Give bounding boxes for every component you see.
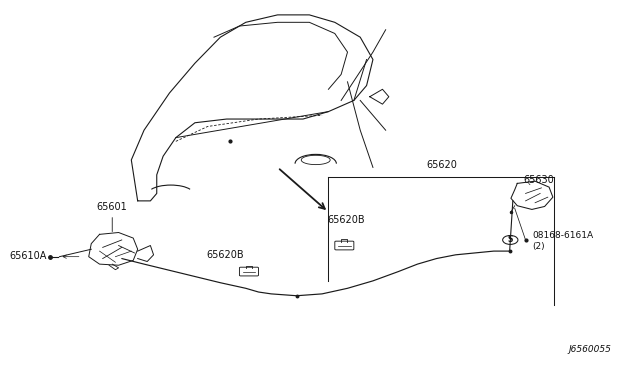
Text: 65620B: 65620B [207,250,244,260]
Text: J6560055: J6560055 [568,345,611,354]
Text: 08168-6161A
(2): 08168-6161A (2) [532,231,593,251]
Text: S: S [508,235,513,244]
Text: 65601: 65601 [97,202,127,232]
Text: 65610A: 65610A [10,251,47,261]
Text: 65630: 65630 [523,175,554,185]
Text: 65620: 65620 [426,160,457,170]
Text: 65620B: 65620B [328,215,365,225]
